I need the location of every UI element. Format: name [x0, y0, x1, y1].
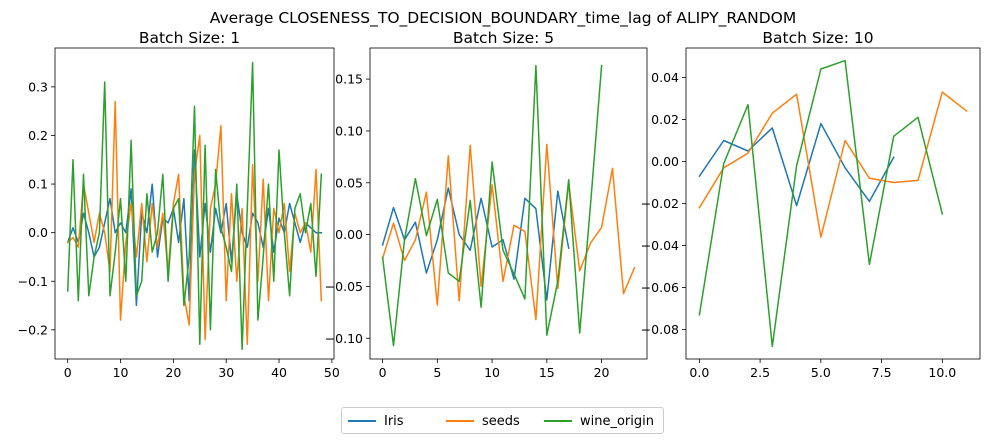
legend-item-iris: Iris — [348, 412, 404, 430]
chart-legend: Iris seeds wine_origin — [341, 407, 664, 434]
y-tick-label: 0.00 — [335, 227, 363, 242]
legend-label: Iris — [384, 413, 404, 429]
y-tick-label: 0.15 — [335, 72, 363, 87]
subplot-title: Batch Size: 1 — [139, 29, 240, 47]
y-tick-label: −0.05 — [325, 279, 363, 294]
subplot-batch-size-5: Batch Size: 5 0 5 10 15 20 −0.10 −0.05 0.00 0.05… — [325, 29, 648, 380]
legend-item-seeds: seeds — [446, 412, 520, 430]
series-line-wine-origin — [698, 59, 944, 348]
legend-swatch — [446, 420, 474, 422]
series-line-wine-origin — [381, 64, 603, 347]
y-tick-label: 0.04 — [651, 70, 679, 85]
legend-swatch — [544, 420, 572, 422]
x-tick-label: 20 — [165, 365, 181, 380]
x-tick-label: 2.5 — [750, 365, 770, 380]
y-tick-label: 0.1 — [28, 177, 48, 192]
subplot-batch-size-1: Batch Size: 1 0 10 20 30 40 50 −0.2 −0.1 0.0 0.1 0… — [18, 29, 340, 380]
y-tick-label: 0.0 — [28, 225, 48, 240]
y-tick-label: 0.10 — [335, 123, 363, 138]
x-tick-label: 15 — [539, 365, 555, 380]
y-tick-label: −0.02 — [641, 196, 679, 211]
x-tick-label: 40 — [271, 365, 287, 380]
x-tick-label: 30 — [218, 365, 234, 380]
axes-frame — [369, 47, 648, 360]
x-tick-label: 5 — [433, 365, 441, 380]
series-line-seeds — [698, 91, 968, 238]
x-tick-label: 0 — [379, 365, 387, 380]
axes-frame — [54, 47, 335, 360]
y-tick-label: 0.00 — [651, 154, 679, 169]
y-tick-label: −0.10 — [325, 331, 363, 346]
y-tick-label: 0.2 — [28, 128, 48, 143]
x-tick-label: 0.0 — [689, 365, 709, 380]
y-tick-label: 0.3 — [28, 79, 48, 94]
y-tick-label: 0.02 — [651, 112, 679, 127]
x-tick-label: 7.5 — [872, 365, 892, 380]
x-tick-label: 0 — [64, 365, 72, 380]
y-tick-label: −0.04 — [641, 238, 679, 253]
x-tick-label: 5.0 — [811, 365, 831, 380]
legend-item-wine-origin: wine_origin — [544, 412, 654, 430]
subplot-title: Batch Size: 10 — [762, 29, 873, 47]
x-tick-label: 20 — [594, 365, 610, 380]
series-line-seeds — [381, 143, 636, 321]
figure-suptitle: Average CLOSENESS_TO_DECISION_BOUNDARY_t… — [210, 9, 796, 28]
subplot-title: Batch Size: 5 — [453, 29, 554, 47]
x-tick-label: 10.0 — [928, 365, 956, 380]
y-tick-label: 0.05 — [335, 175, 363, 190]
y-tick-label: −0.1 — [18, 274, 48, 289]
y-tick-label: −0.08 — [641, 322, 679, 337]
y-tick-label: −0.2 — [18, 322, 48, 337]
x-tick-label: 10 — [484, 365, 500, 380]
legend-swatch — [348, 420, 376, 422]
y-tick-label: −0.06 — [641, 280, 679, 295]
axes-frame — [685, 47, 981, 360]
series-line-wine-origin — [66, 61, 323, 351]
x-tick-label: 10 — [113, 365, 129, 380]
series-line-iris — [66, 149, 323, 307]
legend-label: seeds — [482, 413, 520, 429]
legend-label: wine_origin — [580, 413, 654, 429]
x-tick-label: 50 — [324, 365, 340, 380]
subplot-batch-size-10: Batch Size: 10 0.0 2.5 5.0 7.5 10.0 −0.08 −0.0… — [641, 29, 981, 380]
